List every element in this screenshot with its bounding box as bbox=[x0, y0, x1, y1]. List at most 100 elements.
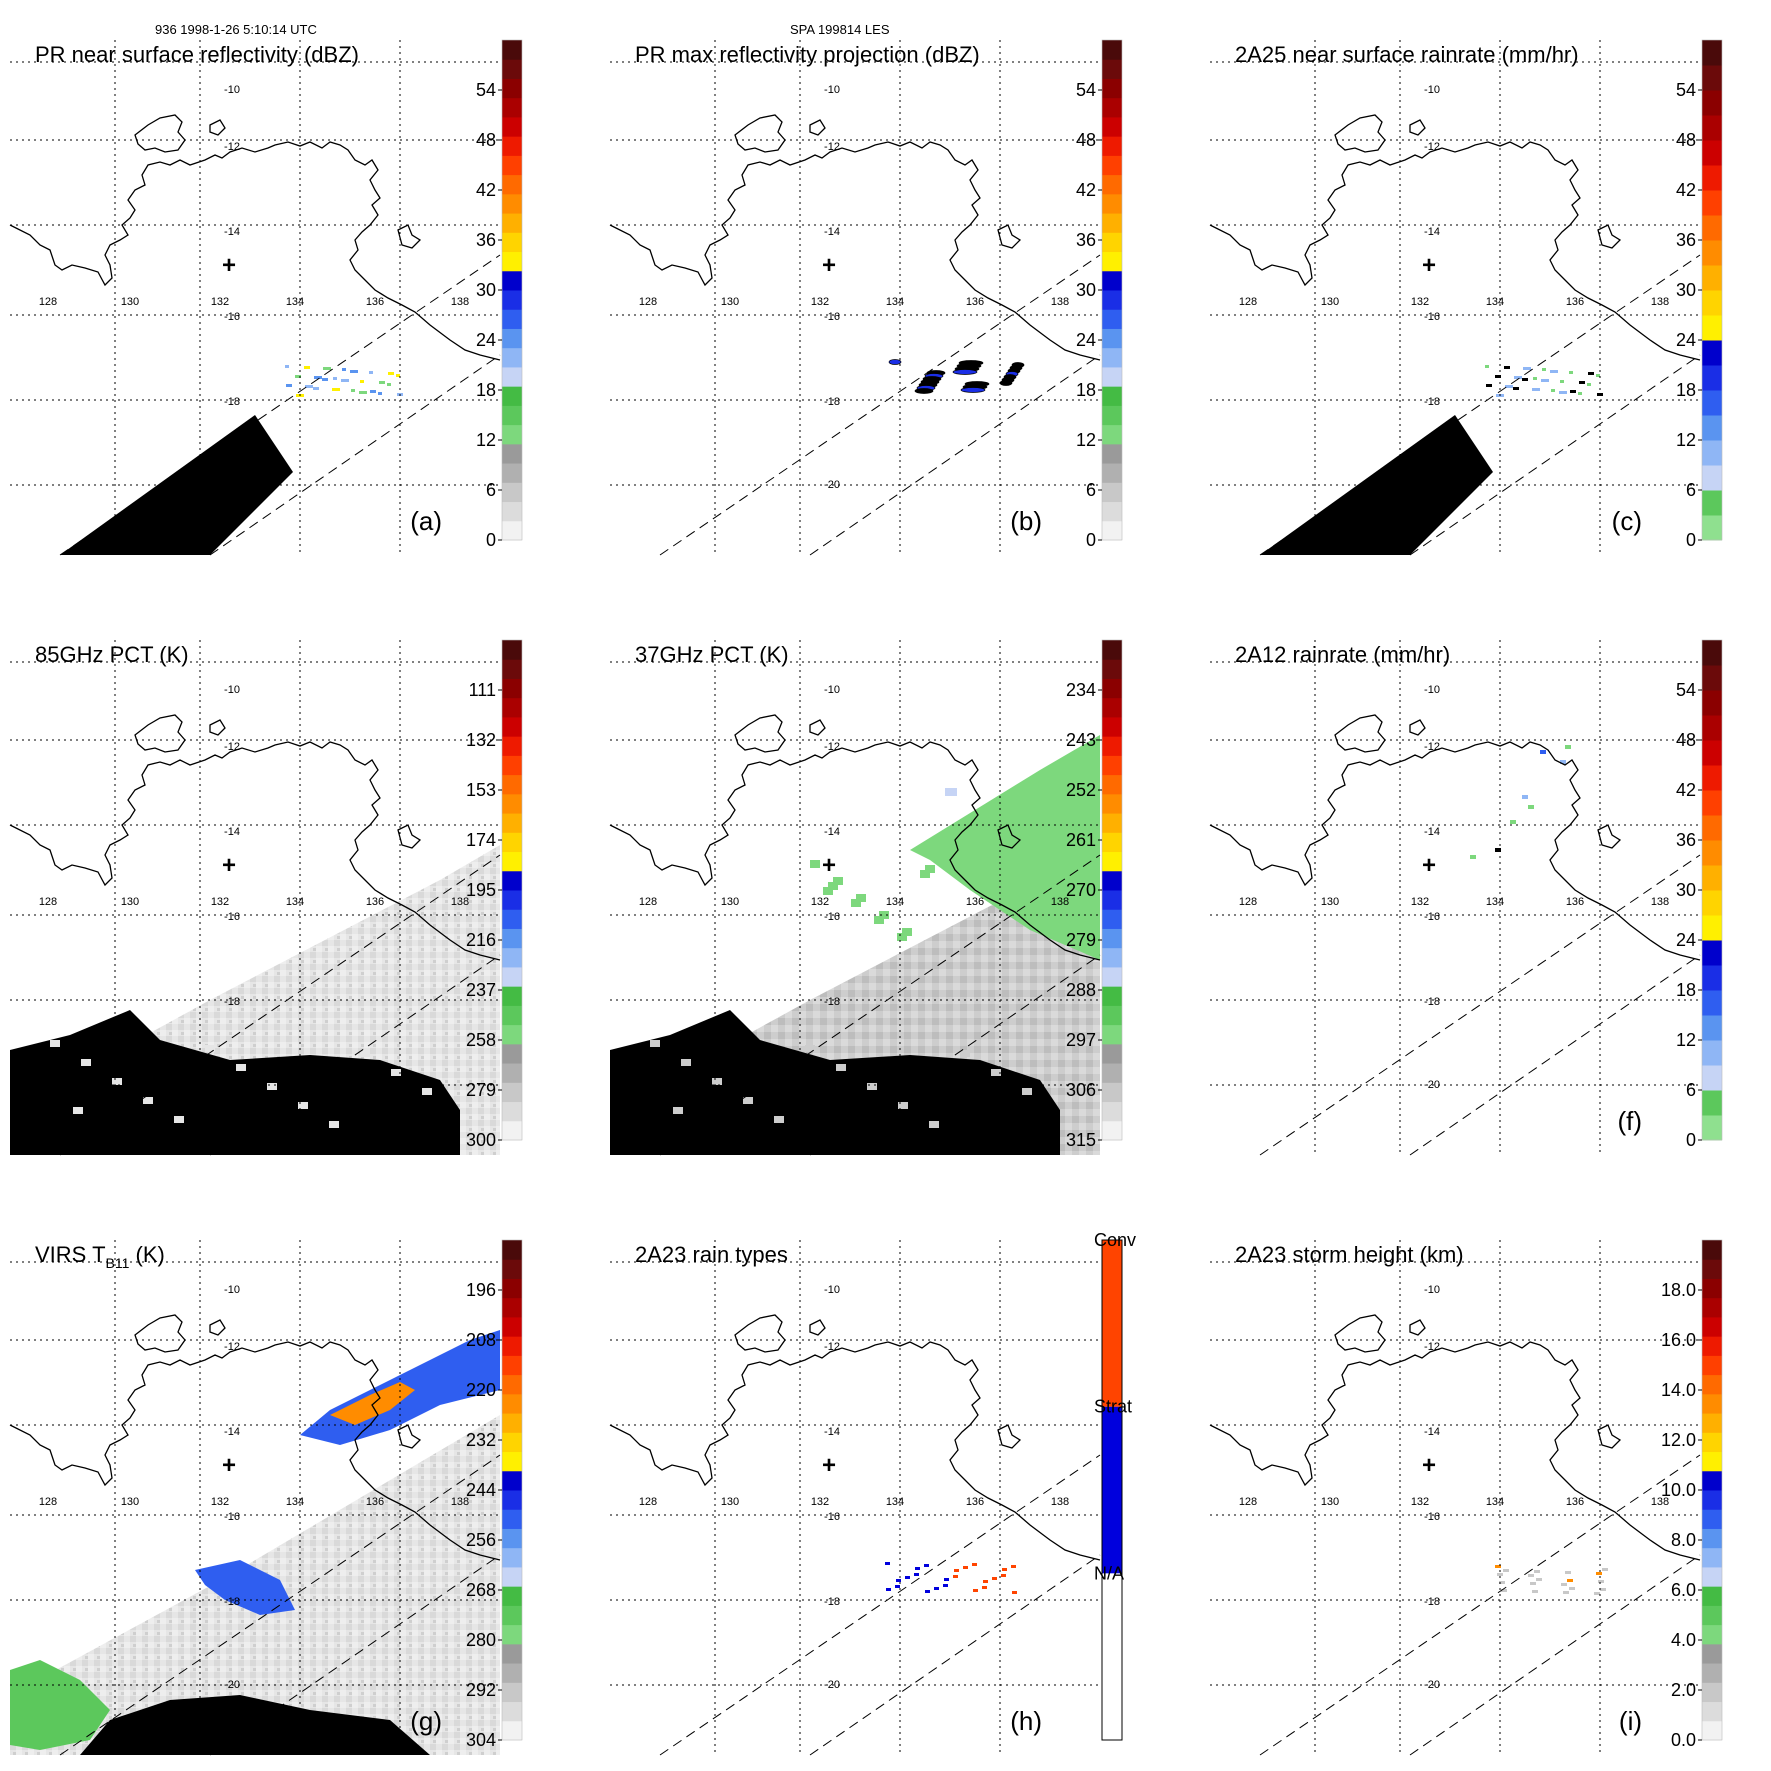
colorbar-segment bbox=[502, 1120, 522, 1141]
brightness-patch bbox=[925, 865, 935, 873]
colorbar-segment bbox=[502, 966, 522, 987]
lat-label: -12 bbox=[1424, 1341, 1440, 1353]
storm-height-pixel bbox=[1497, 1573, 1503, 1576]
colorbar-tick-label: 18 bbox=[1676, 380, 1696, 400]
colorbar-segment bbox=[502, 1278, 522, 1299]
data-gap bbox=[774, 1116, 784, 1123]
lon-label: 134 bbox=[286, 1496, 304, 1508]
coastline-path bbox=[134, 714, 186, 753]
brightness-patch bbox=[810, 860, 820, 868]
colorbar-segment bbox=[1702, 1259, 1722, 1279]
echo-cell bbox=[952, 369, 978, 375]
colorbar-segment bbox=[502, 1024, 522, 1045]
colorbar: 234 243 252 261 270 279 288 297 306 315 bbox=[1066, 639, 1123, 1150]
station-marker: + bbox=[222, 852, 236, 879]
colorbar-segment bbox=[1102, 755, 1122, 776]
panel-label: (f) bbox=[1617, 1106, 1642, 1136]
storm-height-pixel bbox=[1534, 1570, 1540, 1573]
data-gap bbox=[298, 1102, 308, 1109]
colorbar-segment bbox=[502, 366, 522, 387]
colorbar-segment bbox=[1102, 40, 1122, 60]
lon-label: 130 bbox=[121, 1496, 139, 1508]
lon-label: 138 bbox=[1651, 896, 1669, 908]
lat-label: -12 bbox=[824, 141, 840, 153]
colorbar-segment bbox=[1702, 1090, 1722, 1116]
colorbar-tick-label: 24 bbox=[1676, 330, 1696, 350]
missing-data-region bbox=[610, 1010, 1060, 1155]
colorbar-segment bbox=[1702, 1297, 1722, 1318]
lon-label: 134 bbox=[286, 896, 304, 908]
colorbar-segment bbox=[1702, 640, 1722, 666]
colorbar-tick-label: 270 bbox=[1066, 880, 1096, 900]
colorbar-segment bbox=[1702, 1432, 1722, 1453]
storm-height-pixel bbox=[1528, 1574, 1534, 1577]
lon-label: 134 bbox=[886, 1496, 904, 1508]
coastline-path bbox=[1209, 1341, 1701, 1561]
lat-label: -10 bbox=[1424, 684, 1440, 696]
lat-label: -14 bbox=[224, 226, 240, 238]
coastline-path bbox=[609, 741, 1101, 961]
coastline bbox=[1209, 714, 1701, 961]
colorbar-segment bbox=[1702, 465, 1722, 491]
colorbar-segment bbox=[502, 928, 522, 949]
colorbar-segment bbox=[502, 678, 522, 699]
data-gap bbox=[681, 1059, 691, 1066]
colorbar-segment bbox=[502, 443, 522, 464]
colorbar-segment bbox=[1102, 986, 1122, 1006]
coastline-path bbox=[1409, 719, 1426, 736]
colorbar-segment bbox=[502, 213, 522, 233]
coastline bbox=[9, 1314, 501, 1561]
rain-pixel bbox=[388, 372, 394, 375]
swath-edge bbox=[809, 1554, 1101, 1756]
colorbar-tick-label: 153 bbox=[466, 780, 496, 800]
lon-label: 138 bbox=[451, 1496, 469, 1508]
swath-edges bbox=[1259, 254, 1701, 556]
coastline bbox=[9, 114, 501, 361]
lat-label: -18 bbox=[1424, 396, 1440, 408]
colorbar-segment bbox=[1702, 740, 1722, 766]
colorbar-segment bbox=[502, 870, 522, 891]
colorbar-segment bbox=[502, 1413, 522, 1433]
brightness-patch bbox=[874, 916, 884, 924]
colorbar-segment bbox=[502, 463, 522, 483]
lat-label: -18 bbox=[824, 1596, 840, 1608]
panel-title: PR near surface reflectivity (dBZ) bbox=[35, 42, 359, 67]
colorbar-segment bbox=[502, 1374, 522, 1395]
swath-edges bbox=[659, 254, 1101, 556]
lat-label: -18 bbox=[224, 996, 240, 1008]
colorbar-segment bbox=[1102, 928, 1122, 949]
colorbar-segment bbox=[1702, 215, 1722, 241]
colorbar-segment bbox=[1102, 966, 1122, 987]
coastline-path bbox=[1597, 824, 1622, 849]
coastline bbox=[1209, 1314, 1701, 1561]
colorbar-segment bbox=[1102, 890, 1122, 910]
lat-label: -14 bbox=[824, 1426, 840, 1438]
panel-h: 128 130 132 134 136 138 -10 -12 -14 -16 -18 -20 +2A2… bbox=[609, 1230, 1136, 1756]
storm-height-pixel bbox=[1594, 1592, 1600, 1595]
panel-c: 128 130 132 134 136 138 -10 -12 -14 -16 -18 -20 +2A2… bbox=[1209, 39, 1723, 556]
lon-label: 130 bbox=[721, 1496, 739, 1508]
rain-pixel bbox=[304, 366, 310, 369]
colorbar-segment bbox=[502, 309, 522, 329]
storm-height-pixel bbox=[1561, 1583, 1567, 1586]
coastline-path bbox=[734, 1314, 786, 1353]
panel-f: 128 130 132 134 136 138 -10 -12 -14 -16 -18 -20 +2A1… bbox=[1209, 639, 1723, 1156]
rain-pixel bbox=[350, 370, 358, 373]
station-marker: + bbox=[822, 1452, 836, 1479]
data-gap bbox=[805, 1045, 815, 1052]
colorbar-tick-label: 244 bbox=[466, 1480, 496, 1500]
lon-label: 136 bbox=[966, 1496, 984, 1508]
panel-label: (h) bbox=[1010, 1706, 1042, 1736]
lat-label: -14 bbox=[1424, 226, 1440, 238]
colorbar-segment bbox=[1102, 520, 1122, 541]
colorbar-tick-label: 42 bbox=[1676, 780, 1696, 800]
colorbar-frame bbox=[1101, 1239, 1123, 1741]
brightness-patch bbox=[828, 882, 838, 890]
colorbar-segment bbox=[1102, 909, 1122, 929]
coastline-path bbox=[809, 1319, 826, 1336]
coastline bbox=[9, 714, 501, 961]
colorbar-segment bbox=[502, 174, 522, 195]
colorbar-tick-label: 261 bbox=[1066, 830, 1096, 850]
swath-edge bbox=[1259, 854, 1701, 1156]
colorbar-segment bbox=[502, 890, 522, 910]
